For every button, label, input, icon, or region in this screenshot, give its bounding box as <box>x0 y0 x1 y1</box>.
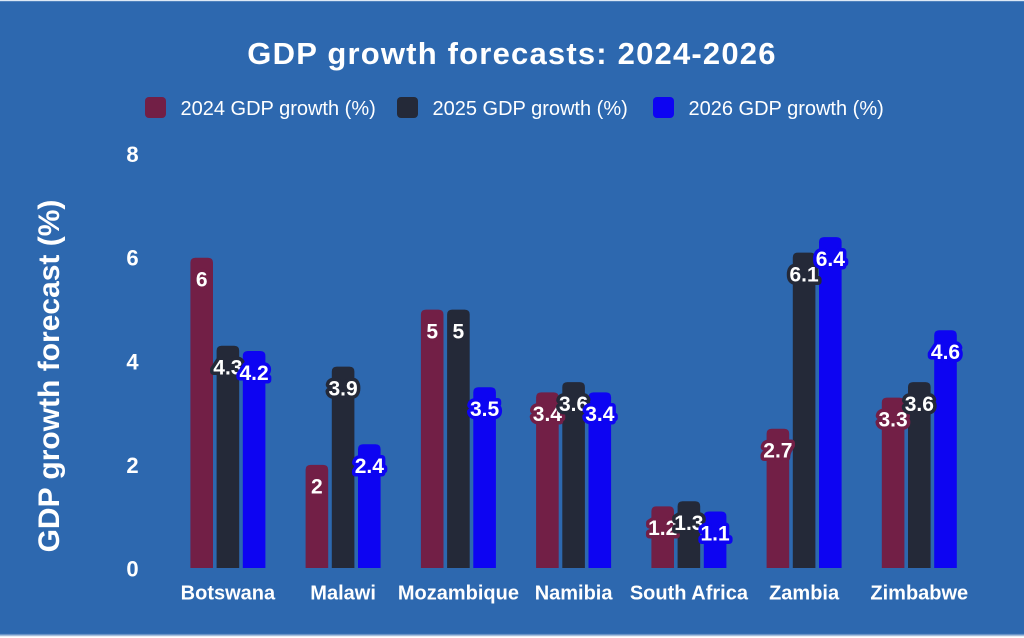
svg-text:5: 5 <box>453 320 465 343</box>
svg-text:2: 2 <box>126 453 138 478</box>
svg-text:4.3: 4.3 <box>213 357 242 380</box>
svg-text:2026 GDP growth (%): 2026 GDP growth (%) <box>689 98 884 120</box>
svg-text:3.9: 3.9 <box>328 377 357 400</box>
svg-text:4.2: 4.2 <box>239 362 268 385</box>
svg-text:6: 6 <box>196 269 208 292</box>
svg-text:2024 GDP growth (%): 2024 GDP growth (%) <box>181 98 376 120</box>
svg-text:2.4: 2.4 <box>355 455 385 478</box>
svg-text:3.4: 3.4 <box>585 403 615 426</box>
svg-text:1.3: 1.3 <box>674 512 703 535</box>
svg-text:6: 6 <box>126 246 138 271</box>
svg-text:5: 5 <box>426 320 438 343</box>
svg-text:Zambia: Zambia <box>769 583 840 605</box>
svg-text:1.1: 1.1 <box>700 522 730 545</box>
svg-text:2.7: 2.7 <box>763 440 792 463</box>
svg-text:2: 2 <box>311 476 323 499</box>
svg-text:3.6: 3.6 <box>905 393 934 416</box>
svg-text:6.4: 6.4 <box>816 248 846 271</box>
svg-text:3.4: 3.4 <box>533 403 563 426</box>
svg-text:South Africa: South Africa <box>630 583 749 605</box>
svg-text:3.6: 3.6 <box>559 393 588 416</box>
svg-text:1.2: 1.2 <box>648 517 677 540</box>
svg-text:GDP growth forecast (%): GDP growth forecast (%) <box>33 200 66 553</box>
svg-text:Zimbabwe: Zimbabwe <box>870 583 968 605</box>
svg-text:3.3: 3.3 <box>878 408 907 431</box>
svg-text:4.6: 4.6 <box>931 341 960 364</box>
svg-text:0: 0 <box>126 556 138 581</box>
svg-text:Botswana: Botswana <box>181 583 276 605</box>
svg-text:Mozambique: Mozambique <box>398 583 519 605</box>
svg-text:8: 8 <box>126 142 138 167</box>
svg-text:GDP growth forecasts: 2024-202: GDP growth forecasts: 2024-2026 <box>247 36 776 71</box>
svg-text:Malawi: Malawi <box>310 583 376 605</box>
svg-text:6.1: 6.1 <box>789 263 819 286</box>
svg-text:2025 GDP growth (%): 2025 GDP growth (%) <box>433 98 628 120</box>
svg-text:Namibia: Namibia <box>535 583 614 605</box>
svg-text:4: 4 <box>126 349 139 374</box>
svg-text:3.5: 3.5 <box>470 398 500 421</box>
